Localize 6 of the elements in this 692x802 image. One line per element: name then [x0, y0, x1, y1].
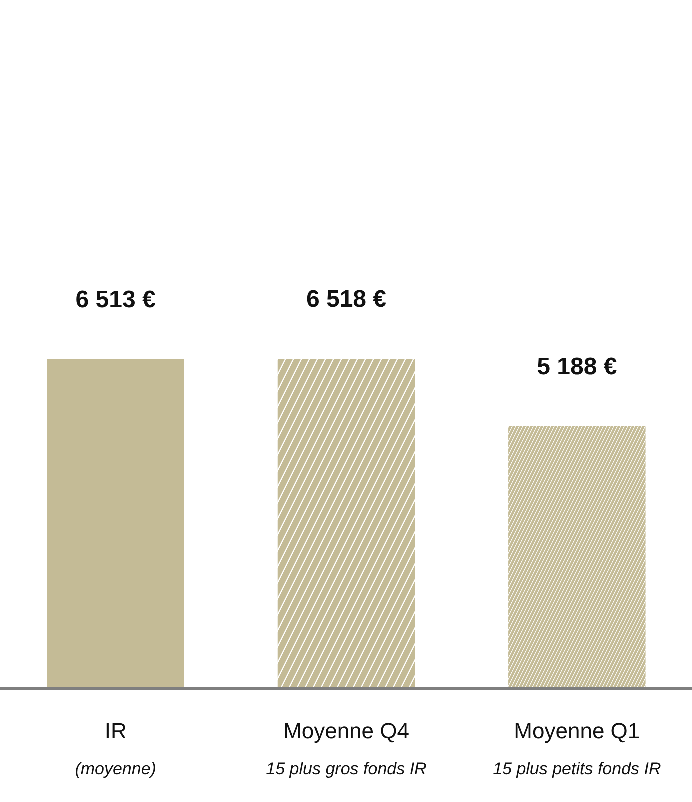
data-label: 6 518 €: [306, 286, 387, 314]
x-tick-label: Moyenne Q4 15 plus gros fonds IR: [266, 718, 427, 778]
data-label: 6 513 €: [76, 286, 156, 314]
x-tick-label: IR (moyenne): [75, 718, 156, 778]
data-label: 5 188 €: [537, 353, 618, 380]
x-tick-label: Moyenne Q1 15 plus petits fonds IR: [493, 718, 662, 778]
